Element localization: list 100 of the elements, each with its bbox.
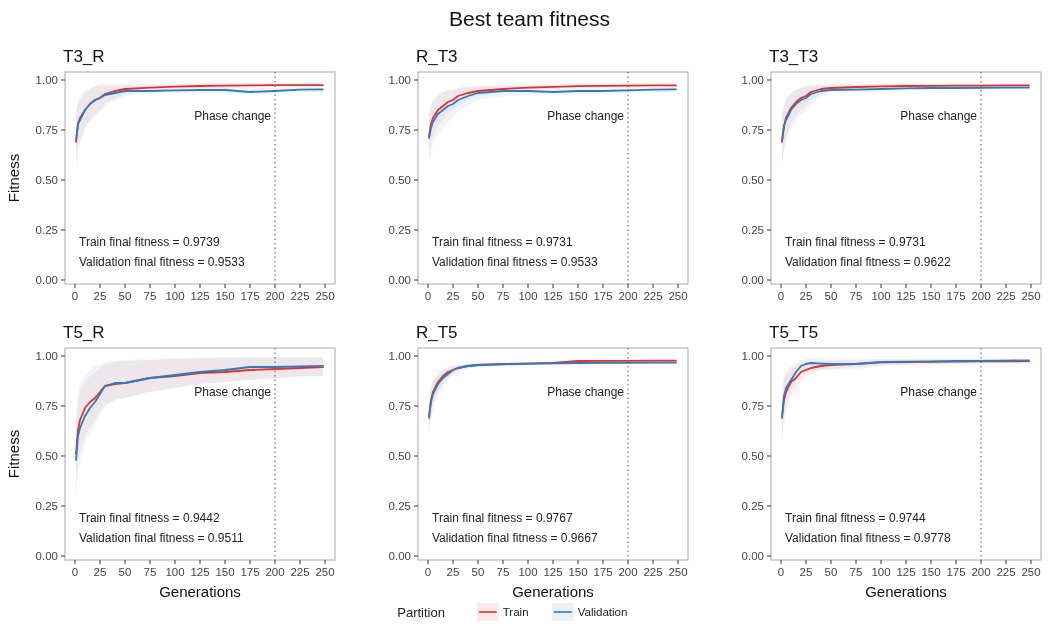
legend-title: Partition: [397, 604, 445, 620]
x-tick-label: 125: [543, 566, 563, 578]
y-tick-label: 0.50: [388, 174, 411, 187]
annotation: Train final fitness = 0.9731: [785, 235, 926, 249]
y-tick-label: 0.00: [741, 550, 764, 563]
x-tick-label: 75: [849, 290, 863, 302]
x-tick-label: 250: [1021, 290, 1041, 302]
x-tick-label: 150: [568, 566, 588, 578]
x-tick-label: 225: [290, 290, 310, 302]
x-tick-label: 175: [593, 290, 613, 302]
x-tick-label: 125: [190, 290, 210, 302]
x-tick-label: 50: [471, 290, 485, 302]
x-tick-label: 225: [290, 566, 310, 578]
annotation: Validation final fitness = 0.9511: [79, 531, 244, 545]
x-tick-label: 50: [824, 566, 838, 578]
y-axis-title: Fitness: [5, 153, 22, 203]
x-tick-label: 0: [71, 290, 79, 302]
y-tick-label: 0.75: [741, 124, 764, 137]
x-tick-label: 225: [643, 566, 663, 578]
x-axis-title: Generations: [512, 583, 594, 600]
y-tick-label: 1.00: [741, 74, 764, 87]
annotation: Validation final fitness = 0.9533: [79, 255, 245, 269]
y-tick-label: 0.00: [388, 274, 411, 287]
x-tick-label: 200: [971, 290, 991, 302]
x-tick-label: 0: [424, 566, 432, 578]
ref-line-label: Phase change: [194, 385, 272, 399]
x-tick-label: 0: [777, 290, 785, 302]
x-tick-label: 75: [496, 290, 510, 302]
x-tick-label: 75: [143, 290, 157, 302]
y-tick-label: 0.25: [35, 224, 58, 237]
y-tick-label: 0.25: [741, 224, 764, 237]
y-tick-label: 0.75: [388, 124, 411, 137]
x-tick-label: 175: [946, 290, 966, 302]
x-tick-label: 150: [921, 566, 941, 578]
y-tick-label: 0.00: [388, 550, 411, 563]
x-tick-label: 175: [946, 566, 966, 578]
chart-title: R_T3: [416, 47, 458, 66]
legend-label: Validation: [577, 606, 628, 619]
y-tick-label: 1.00: [388, 350, 411, 363]
x-tick-label: 100: [165, 290, 185, 302]
annotation: Train final fitness = 0.9731: [432, 235, 573, 249]
x-tick-label: 100: [165, 566, 185, 578]
y-tick-label: 0.50: [741, 450, 764, 463]
chart-title: T3_T3: [769, 47, 819, 66]
x-tick-label: 50: [471, 566, 485, 578]
y-tick-label: 0.50: [388, 450, 411, 463]
ref-line-label: Phase change: [900, 385, 978, 399]
x-tick-label: 75: [496, 566, 510, 578]
x-tick-label: 250: [668, 566, 688, 578]
x-tick-label: 75: [849, 566, 863, 578]
y-tick-label: 1.00: [741, 350, 764, 363]
y-tick-label: 0.00: [35, 550, 58, 563]
annotation: Validation final fitness = 0.9778: [785, 531, 951, 545]
y-tick-label: 0.75: [35, 124, 58, 137]
x-tick-label: 150: [568, 290, 588, 302]
x-tick-label: 200: [265, 566, 285, 578]
x-tick-label: 125: [896, 290, 916, 302]
x-tick-label: 50: [118, 566, 132, 578]
x-tick-label: 0: [777, 566, 785, 578]
x-tick-label: 0: [424, 290, 432, 302]
x-tick-label: 250: [1021, 566, 1041, 578]
chart-title: T5_T5: [769, 323, 819, 342]
x-tick-label: 125: [896, 566, 916, 578]
x-tick-label: 0: [71, 566, 79, 578]
x-tick-label: 25: [93, 566, 107, 578]
ref-line-label: Phase change: [547, 109, 625, 123]
x-tick-label: 25: [446, 566, 460, 578]
x-tick-label: 200: [971, 566, 991, 578]
x-tick-label: 250: [315, 290, 335, 302]
x-axis-title: Generations: [865, 583, 947, 600]
x-tick-label: 100: [518, 290, 538, 302]
chart-title: T3_R: [63, 47, 105, 66]
annotation: Train final fitness = 0.9744: [785, 511, 926, 525]
y-tick-label: 0.25: [388, 224, 411, 237]
x-tick-label: 225: [996, 566, 1016, 578]
x-tick-label: 100: [871, 290, 891, 302]
y-tick-label: 0.25: [35, 500, 58, 513]
annotation: Validation final fitness = 0.9667: [432, 531, 598, 545]
x-tick-label: 125: [543, 290, 563, 302]
chart-title: T5_R: [63, 323, 105, 342]
ref-line-label: Phase change: [900, 109, 978, 123]
y-tick-label: 0.25: [741, 500, 764, 513]
x-tick-label: 100: [518, 566, 538, 578]
x-tick-label: 25: [799, 290, 813, 302]
x-tick-label: 125: [190, 566, 210, 578]
x-tick-label: 100: [871, 566, 891, 578]
y-tick-label: 0.50: [35, 174, 58, 187]
x-tick-label: 200: [265, 290, 285, 302]
x-tick-label: 225: [643, 290, 663, 302]
y-tick-label: 0.50: [35, 450, 58, 463]
y-tick-label: 0.50: [741, 174, 764, 187]
legend-label: Train: [502, 606, 529, 619]
x-tick-label: 175: [240, 290, 260, 302]
x-tick-label: 200: [618, 566, 638, 578]
y-tick-label: 0.00: [35, 274, 58, 287]
x-tick-label: 150: [215, 290, 235, 302]
x-tick-label: 250: [315, 566, 335, 578]
x-tick-label: 250: [668, 290, 688, 302]
annotation: Train final fitness = 0.9767: [432, 511, 573, 525]
y-tick-label: 1.00: [388, 74, 411, 87]
